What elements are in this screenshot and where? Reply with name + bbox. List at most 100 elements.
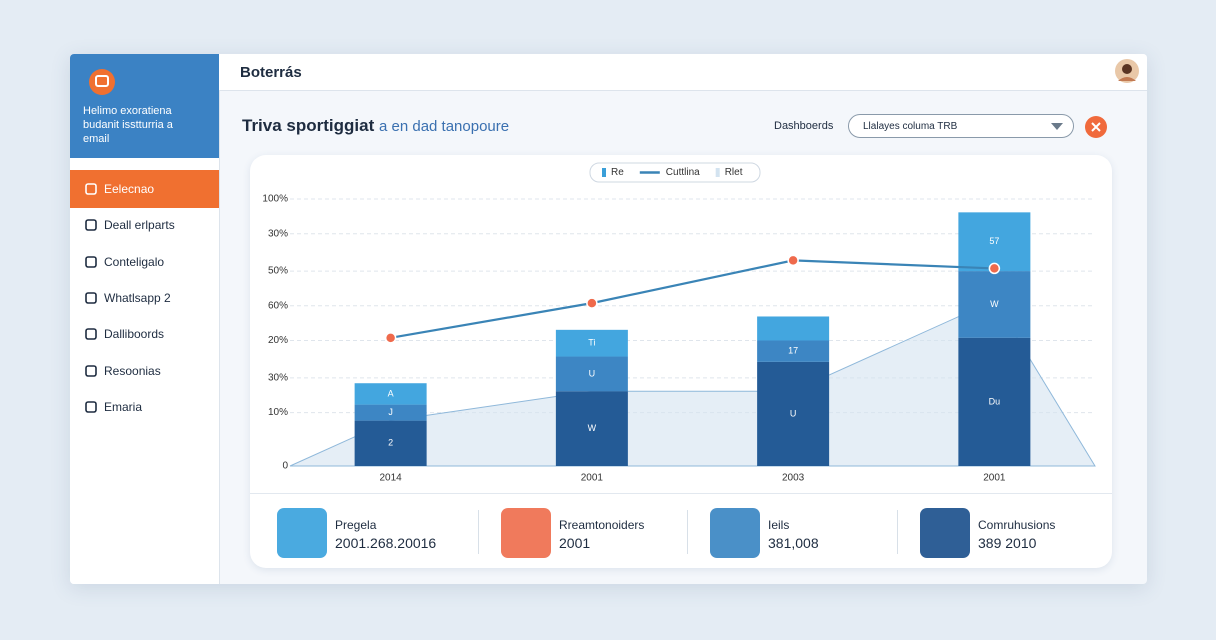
sidebar-header-text: Helimo exoratiena budanit isstturria a e… [83,104,173,146]
nav-item[interactable]: Dalliboords [70,315,219,353]
line-marker [586,297,598,309]
header-line: Helimo exoratiena [83,105,172,117]
x-tick-label: 2003 [782,473,805,484]
stat-icon [277,508,327,558]
stat-card: Rreamtonoiders 2001 [501,508,701,558]
legend-box [589,162,761,183]
stat-label: Comruhusions [978,518,1056,532]
nav-icon-shape [85,255,97,268]
legend-label: Rlet [725,167,743,178]
nav-icon-shape [85,364,97,377]
stat-value: 389 2010 [978,535,1037,551]
stat-icon [710,508,760,558]
nav-item[interactable]: Eelecnao [70,170,219,208]
bar-label: W [990,299,999,309]
dropdown-arrow [1051,123,1063,130]
nav-icon [85,292,97,304]
bar-segment [757,340,830,362]
filter-label: Dashboerds [774,120,834,132]
bar-label: J [388,407,393,417]
nav-label: Emaria [104,399,143,414]
y-tick-label: 30% [268,228,288,239]
bar-segment [757,361,830,466]
app-window: Helimo exoratiena budanit isstturria a e… [70,54,1147,584]
bar-segment [958,271,1031,338]
stat-value: 381,008 [768,535,819,551]
bar-label: Du [989,396,1001,406]
nav-icon-shape [85,328,97,340]
nav-icon [85,328,97,340]
close-button[interactable] [1084,115,1108,139]
bar-label: 2 [388,438,393,448]
nav-item[interactable]: Whatlsapp 2 [70,279,219,317]
sidebar-header: Helimo exoratiena budanit isstturria a e… [70,54,219,158]
bar-segment [354,420,427,466]
stat-card: Comruhusions 389 2010 [920,508,1120,558]
divider [687,510,688,554]
stat-icon [501,508,551,558]
bar-label: Ti [588,338,595,348]
nav-icon-shape [85,183,97,195]
nav-icon [85,219,97,232]
stat-card: Ieils 381,008 [710,508,910,558]
nav-item[interactable]: Conteligalo [70,243,219,281]
bar-label: 57 [989,236,999,246]
dropdown-value: Llalayes columa TRB [863,121,958,132]
x-tick-label: 2014 [380,473,403,484]
bar-segment [958,337,1031,466]
nav-item[interactable]: Deall erlparts [70,206,219,244]
nav-label: Eelecnao [104,182,155,196]
stat-icon [920,508,970,558]
bar-segment [958,212,1031,272]
stat-label: Ieils [768,518,790,532]
y-tick-label: 30% [268,373,288,384]
nav-icon [85,400,97,413]
nav-item[interactable]: Emaria [70,388,219,426]
nav-label: Whatlsapp 2 [104,290,171,305]
header-line: email [83,133,110,145]
bar-label: U [790,408,797,418]
divider [897,510,898,554]
line-marker [384,332,397,344]
bar-label: A [388,388,394,398]
legend-label: Cuttlina [666,167,700,178]
nav-icon-shape [85,292,97,304]
legend-swatch [602,168,606,177]
nav-icon-shape [85,400,97,413]
line [390,259,995,339]
header-line: budanit isstturria a [83,119,173,131]
stat-value: 2001.268.20016 [335,535,437,551]
divider [478,510,479,554]
stat-value: 2001 [559,535,591,551]
avatar[interactable] [1114,58,1140,84]
bar-segment [555,329,628,357]
stat-card: Pregela 2001.268.20016 [277,508,477,558]
nav-icon [85,255,97,268]
sidebar: Helimo exoratiena budanit isstturria a e… [70,54,220,584]
nav-item[interactable]: Resoonias [70,352,219,390]
nav-label: Dalliboords [104,327,165,342]
chart: 0 10% 30% 20% 60% 50% 30% 100% 2 JA W U Ti U 17 Du W 57 20… [262,162,1096,484]
bar-segment [354,404,427,421]
nav-icon [85,183,97,195]
y-tick-label: 10% [268,407,288,418]
heading-subtitle: a en dad tanopoure [378,118,510,135]
heading-title: Triva sportiggiat [242,116,375,135]
y-tick-label: 100% [262,194,288,205]
y-tick-label: 0 [282,461,288,472]
dropdown[interactable]: Llalayes columa TRB [848,114,1074,138]
nav-icon-shape [85,219,97,232]
bar-segment [555,356,628,392]
heading: Triva sportiggiat a en dad tanopoure [242,116,509,136]
bar-label: U [589,368,596,378]
stat-label: Pregela [335,518,377,532]
bar-label: W [588,423,597,433]
nav-icon [85,364,97,377]
y-tick-label: 50% [268,266,288,277]
logo [89,69,115,95]
line-marker [787,254,799,267]
bar-segment [555,391,628,466]
chart-card: 0 10% 30% 20% 60% 50% 30% 100% 2 J A W U Ti U 17 Du W 57 20… [250,155,1112,568]
nav-label: Conteligalo [104,254,165,269]
